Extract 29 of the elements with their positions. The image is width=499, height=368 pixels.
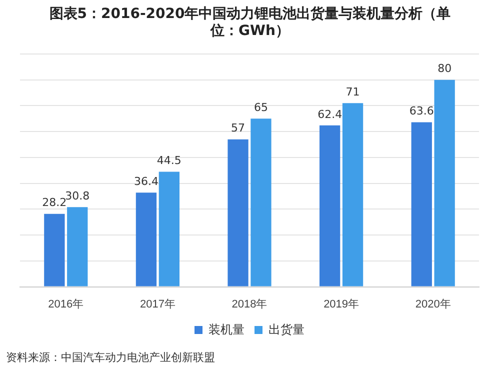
bar [136, 192, 157, 286]
data-label: 71 [346, 86, 360, 99]
chart-title: 图表5：2016-2020年中国动力锂电池出货量与装机量分析（单位：GWh） [48, 6, 452, 40]
bar [228, 139, 248, 286]
text: 资料来源：中国汽车动力电池产业创新联盟 [6, 350, 215, 365]
data-label: 63.6 [409, 104, 434, 118]
x-tick-label: 2018年 [232, 298, 268, 310]
bar [67, 207, 88, 286]
data-label: 65 [254, 101, 268, 114]
bar [320, 125, 340, 286]
bar [158, 172, 180, 286]
bar [434, 80, 455, 286]
data-label: 57 [231, 122, 246, 135]
x-tick-label: 2017年 [140, 298, 176, 310]
x-tick-label: 2020年 [415, 298, 451, 310]
bar [342, 103, 364, 286]
bar [411, 122, 432, 286]
data-label: 62.4 [318, 108, 342, 121]
data-label: 44.5 [156, 154, 182, 168]
data-label: 30.8 [65, 189, 90, 202]
legend-label: 装机量 [208, 322, 244, 336]
data-label: 80 [438, 62, 452, 76]
data-label: 36.4 [134, 175, 158, 188]
bar [250, 118, 272, 286]
bar [44, 214, 65, 286]
legend-label: 出货量 [268, 322, 304, 336]
x-tick-label: 2016年 [48, 298, 84, 310]
data-label: 28.2 [42, 196, 67, 210]
x-tick-label: 2019年 [324, 298, 360, 310]
